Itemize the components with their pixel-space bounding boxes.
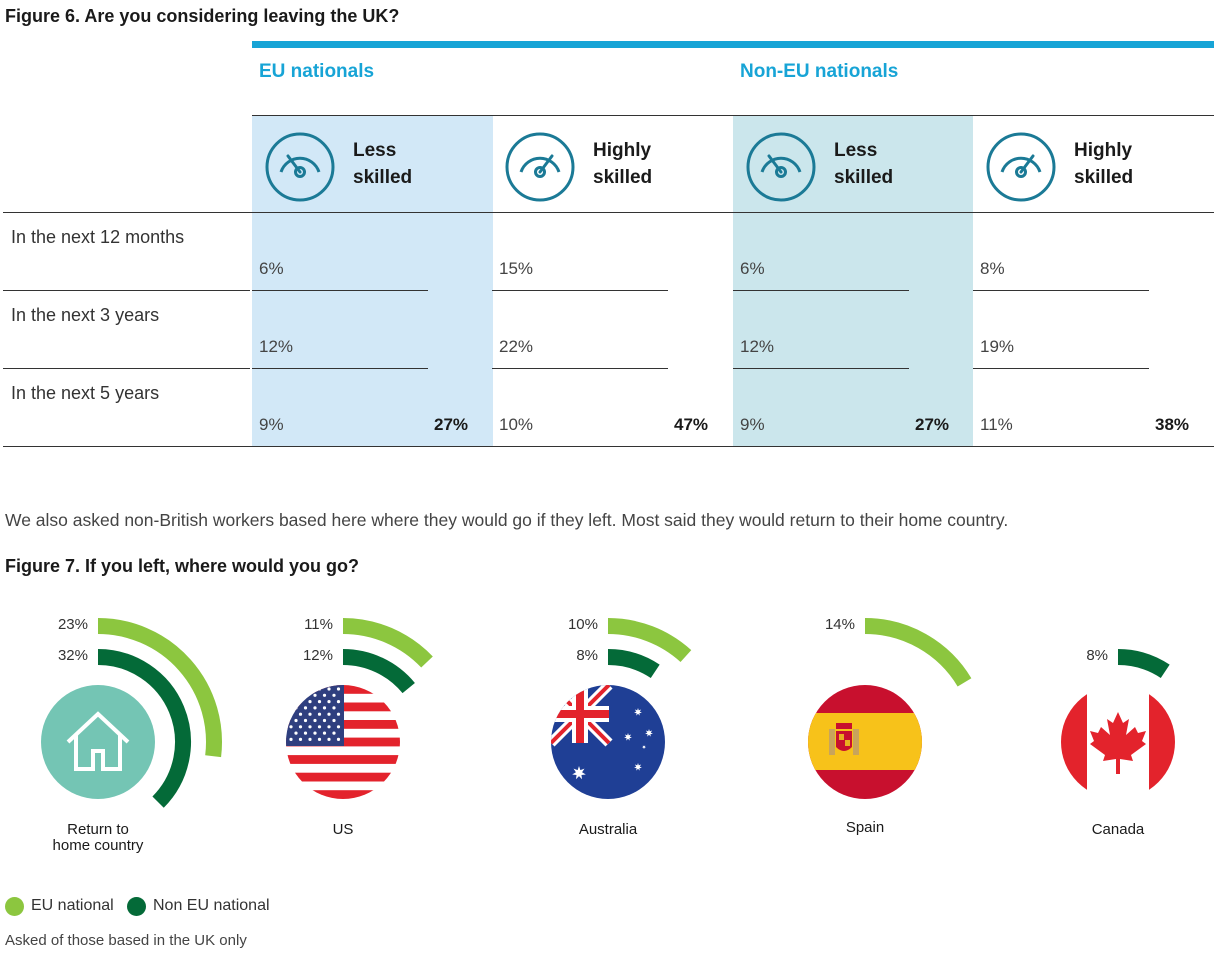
column-total: 27%: [915, 415, 950, 434]
row-divider: [3, 290, 250, 291]
cell-value: 8%: [980, 259, 1005, 278]
column-bg-noneu-less-skilled: [733, 116, 973, 446]
data-label-canada-non-eu: 8%: [1086, 647, 1108, 664]
data-label-spain-eu: 14%: [824, 616, 855, 633]
figure-6-title: Figure 6. Are you considering leaving th…: [5, 6, 400, 26]
cell-value: 6%: [740, 259, 765, 278]
data-label-australia-eu: 10%: [567, 616, 598, 633]
cell-divider: [492, 290, 668, 291]
data-label-australia-non-eu: 8%: [576, 647, 598, 664]
data-label-us-eu: 11%: [304, 616, 333, 633]
australia-flag-icon: [551, 685, 665, 799]
cell-value: 6%: [259, 259, 284, 278]
canada-flag-icon: [1061, 685, 1175, 799]
cell-value: 9%: [740, 415, 765, 434]
bar-australia-non-eu: [607, 649, 660, 679]
column-total: 47%: [674, 415, 709, 434]
cell-value: 22%: [499, 337, 534, 356]
cell-divider: [973, 290, 1149, 291]
destination-label-spain: Spain: [845, 819, 885, 836]
footnote: Asked of those based in the UK only: [5, 932, 247, 949]
gauge-high-icon: [986, 132, 1056, 202]
cell-value: 19%: [980, 337, 1015, 356]
column-total: 38%: [1155, 415, 1190, 434]
column-bg-eu-less-skilled: [252, 116, 493, 446]
figure-7-title: Figure 7. If you left, where would you g…: [5, 556, 360, 576]
column-label-noneu-highly-skilled: Highly skilled: [1074, 140, 1134, 188]
cell-divider: [492, 368, 668, 369]
row-label-5-years: In the next 5 years: [11, 383, 160, 403]
bar-home-eu: [97, 618, 222, 758]
cell-value: 15%: [499, 259, 534, 278]
legend-label-eu: EU national: [31, 897, 114, 914]
destination-label-canada: Canada: [1091, 821, 1145, 838]
table-top-bar: [252, 41, 1214, 48]
cell-divider: [733, 290, 909, 291]
bar-home-non-eu: [97, 649, 191, 808]
row-divider: [3, 368, 250, 369]
cell-value: 12%: [259, 337, 294, 356]
row-label-3-years: In the next 3 years: [11, 305, 160, 325]
cell-divider: [252, 368, 428, 369]
group-header-eu: EU nationals: [259, 61, 375, 82]
destination-label-home: Return to home country: [52, 821, 144, 854]
us-flag-icon: [286, 685, 400, 799]
cell-divider: [733, 368, 909, 369]
gauge-high-icon: [505, 132, 575, 202]
column-total: 27%: [434, 415, 469, 434]
gauge-low-icon: [265, 132, 335, 202]
group-header-non-eu: Non-EU nationals: [740, 61, 899, 82]
column-label-noneu-less-skilled: Less skilled: [834, 140, 894, 188]
cell-value: 11%: [980, 415, 1013, 434]
spain-flag-icon: [808, 685, 922, 799]
header-divider: [252, 115, 1214, 116]
bar-us-eu: [342, 618, 433, 668]
legend-label-non-eu: Non EU national: [153, 897, 270, 914]
column-label-eu-highly-skilled: Highly skilled: [593, 140, 653, 188]
bar-spain-eu: [864, 618, 972, 687]
bar-us-non-eu: [342, 649, 415, 694]
gauge-low-icon: [746, 132, 816, 202]
column-header-divider: [3, 212, 1214, 213]
data-label-us-non-eu: 12%: [302, 647, 333, 664]
cell-divider: [973, 368, 1149, 369]
bar-australia-eu: [607, 618, 692, 663]
cell-value: 10%: [499, 415, 534, 434]
row-label-12-months: In the next 12 months: [11, 227, 185, 247]
legend-swatch-eu: [5, 897, 24, 916]
legend-swatch-non-eu: [127, 897, 146, 916]
data-label-home-non-eu: 32%: [57, 647, 88, 664]
intro-paragraph: We also asked non-British workers based …: [5, 510, 1009, 530]
destination-label-australia: Australia: [578, 821, 638, 838]
table-bottom-line: [3, 446, 1214, 447]
cell-value: 12%: [740, 337, 775, 356]
destination-label-us: US: [332, 821, 354, 838]
cell-value: 9%: [259, 415, 284, 434]
home-icon: [41, 685, 155, 799]
cell-divider: [252, 290, 428, 291]
bar-canada-non-eu: [1117, 649, 1170, 679]
data-label-home-eu: 23%: [57, 616, 88, 633]
column-label-eu-less-skilled: Less skilled: [353, 140, 413, 188]
